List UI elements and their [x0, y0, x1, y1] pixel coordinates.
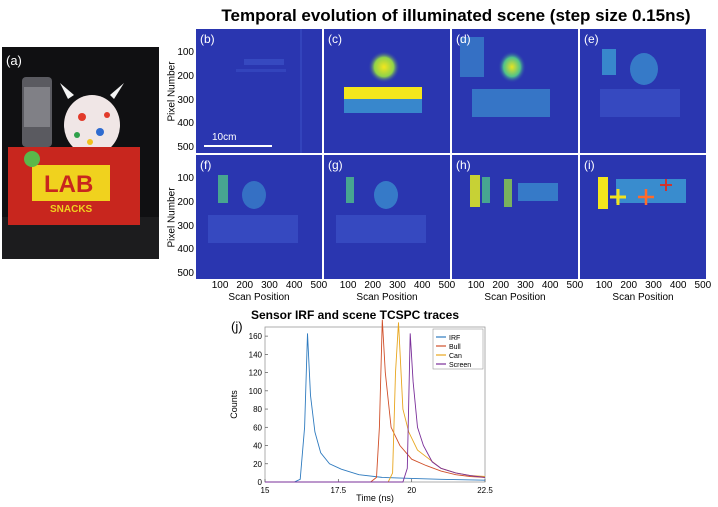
panel-label-i: (i)	[584, 158, 595, 172]
y-tick-label: 40	[253, 442, 262, 451]
ytick-label: 500	[177, 142, 194, 154]
series-line-bull	[265, 319, 486, 483]
xtick-label: 200	[492, 280, 510, 291]
xtick-label: 200	[620, 280, 638, 291]
x-tick-label: 17.5	[331, 486, 347, 495]
xtick-label: 400	[669, 280, 687, 291]
scene-photo-illustration: LAB SNACKS	[2, 47, 159, 259]
figure-title: Temporal evolution of illuminated scene …	[221, 6, 691, 25]
series-line-irf	[265, 333, 486, 483]
y-axis-label: Counts	[229, 390, 239, 419]
series-line-screen	[265, 333, 486, 483]
svg-text:SNACKS: SNACKS	[50, 204, 93, 215]
legend-entry: Can	[449, 353, 462, 360]
xtick-label: 200	[364, 280, 382, 291]
scene-photo: LAB SNACKS (a)	[2, 47, 159, 259]
ytick-label: 200	[177, 70, 194, 82]
xtick-label: 300	[645, 280, 662, 291]
y-tick-label: 80	[253, 405, 262, 414]
xtick-label: 400	[541, 280, 559, 291]
heatmap-panel-e: (e)	[580, 29, 706, 153]
heatmap-panel-i: (i)	[580, 155, 706, 279]
ytick-label: 300	[177, 94, 194, 106]
xlabel-g: Scan Position	[356, 292, 418, 303]
heatmap-panel-f: (f)	[196, 155, 322, 279]
xtick-label: 100	[467, 280, 485, 291]
xtick-label: 300	[261, 280, 278, 291]
panel-label-h: (h)	[456, 158, 471, 172]
xtick-label: 400	[285, 280, 303, 291]
y-tick-label: 140	[249, 350, 263, 359]
heatmap-c-image	[324, 29, 450, 153]
heatmap-f-image	[196, 155, 322, 279]
xtick-label: 100	[595, 280, 613, 291]
heatmap-panel-d: (d)	[452, 29, 578, 153]
y-tick-label: 0	[258, 478, 263, 487]
xtick-label: 300	[517, 280, 534, 291]
chart-panel-label: (j)	[231, 319, 243, 334]
xtick-label: 400	[413, 280, 431, 291]
panel-label-b: (b)	[200, 32, 215, 46]
ytick-label: 200	[177, 196, 194, 208]
xtick-label: 500	[694, 280, 712, 291]
heatmap-e-image	[580, 29, 706, 153]
panel-label-g: (g)	[328, 158, 343, 172]
xtick-label: 100	[211, 280, 229, 291]
xlabel-h: Scan Position	[484, 292, 546, 303]
legend-box	[432, 328, 484, 370]
y-tick-label: 100	[249, 387, 263, 396]
chart-title: Sensor IRF and scene TCSPC traces	[251, 308, 459, 322]
x-tick-label: 22.5	[477, 486, 493, 495]
heatmap-b-image	[196, 29, 322, 153]
panel-label-d: (d)	[456, 32, 471, 46]
x-tick-label: 20	[407, 486, 416, 495]
legend-entry: Bull	[449, 344, 461, 351]
heatmap-i-image	[580, 155, 706, 279]
xlabel-f: Scan Position	[228, 292, 290, 303]
y-tick-label: 20	[253, 460, 262, 469]
ytick-label: 400	[177, 244, 194, 256]
ytick-label: 500	[177, 268, 194, 280]
panel-label-f: (f)	[200, 158, 212, 172]
panel-label-e: (e)	[584, 32, 599, 46]
y-tick-label: 160	[249, 332, 263, 341]
y-tick-label: 60	[253, 423, 262, 432]
photo-panel-label: (a)	[6, 53, 22, 68]
heatmap-panel-h: (h)	[452, 155, 578, 279]
xtick-label: 300	[389, 280, 406, 291]
ytick-label: 400	[177, 118, 194, 130]
xtick-label: 500	[438, 280, 456, 291]
x-tick-label: 15	[261, 486, 270, 495]
xtick-label: 200	[236, 280, 254, 291]
svg-text:LAB: LAB	[44, 171, 93, 198]
xtick-label: 100	[339, 280, 357, 291]
scale-bar-label: 10cm	[212, 132, 237, 143]
heatmap-panel-g: (g)	[324, 155, 450, 279]
xlabel-i: Scan Position	[612, 292, 674, 303]
heatmap-g-image	[324, 155, 450, 279]
x-axis-label: Time (ns)	[356, 493, 394, 503]
panel-label-c: (c)	[328, 32, 342, 46]
heatmap-panel-b: (b)	[196, 29, 322, 153]
heatmap-h-image	[452, 155, 578, 279]
heatmap-d-image	[452, 29, 578, 153]
ytick-label: 100	[177, 172, 194, 184]
ytick-label: 100	[177, 46, 194, 58]
heatmap-panel-c: (c)	[324, 29, 450, 153]
ytick-label: 300	[177, 220, 194, 232]
legend-entry: Screen	[449, 362, 471, 369]
scale-bar	[204, 145, 272, 147]
xtick-label: 500	[566, 280, 584, 291]
tcspc-chart: Sensor IRF and scene TCSPC traces (j) 0 2…	[229, 308, 493, 503]
xtick-label: 500	[310, 280, 328, 291]
y-tick-label: 120	[249, 369, 263, 378]
legend-entry: IRF	[449, 335, 460, 342]
